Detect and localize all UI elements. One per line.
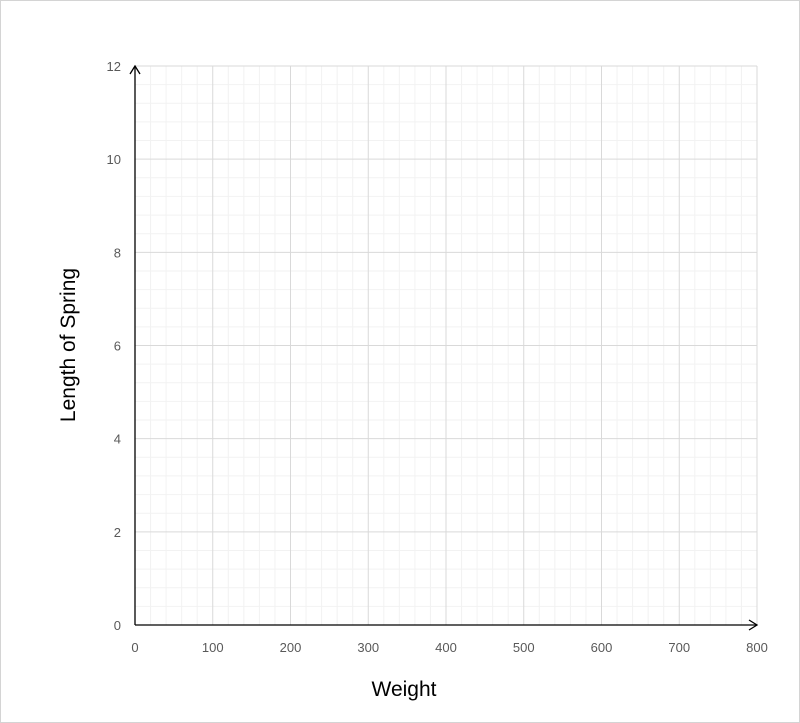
x-axis-title: Weight (372, 678, 437, 701)
x-tick-label: 200 (280, 640, 302, 655)
axes (129, 64, 759, 631)
x-tick-label: 300 (357, 640, 379, 655)
x-tick-label: 600 (591, 640, 613, 655)
x-axis-tick-labels: 0 100 200 300 400 500 600 700 800 (131, 640, 767, 655)
x-tick-label: 100 (202, 640, 224, 655)
x-tick-label: 0 (131, 640, 138, 655)
y-tick-label: 4 (114, 432, 121, 447)
y-tick-label: 8 (114, 245, 121, 260)
y-axis-tick-labels: 0 2 4 6 8 10 12 (107, 59, 121, 633)
y-tick-label: 12 (107, 59, 121, 74)
y-tick-label: 0 (114, 618, 121, 633)
x-tick-label: 500 (513, 640, 535, 655)
y-tick-label: 10 (107, 152, 121, 167)
x-tick-label: 400 (435, 640, 457, 655)
y-axis-title: Length of Spring (57, 268, 80, 422)
major-gridlines (135, 65, 758, 625)
y-tick-label: 6 (114, 339, 121, 354)
x-tick-label: 700 (668, 640, 690, 655)
y-axis-arrow (129, 64, 141, 75)
x-axis-arrow (748, 619, 759, 631)
y-tick-label: 2 (114, 525, 121, 540)
x-tick-label: 800 (746, 640, 768, 655)
